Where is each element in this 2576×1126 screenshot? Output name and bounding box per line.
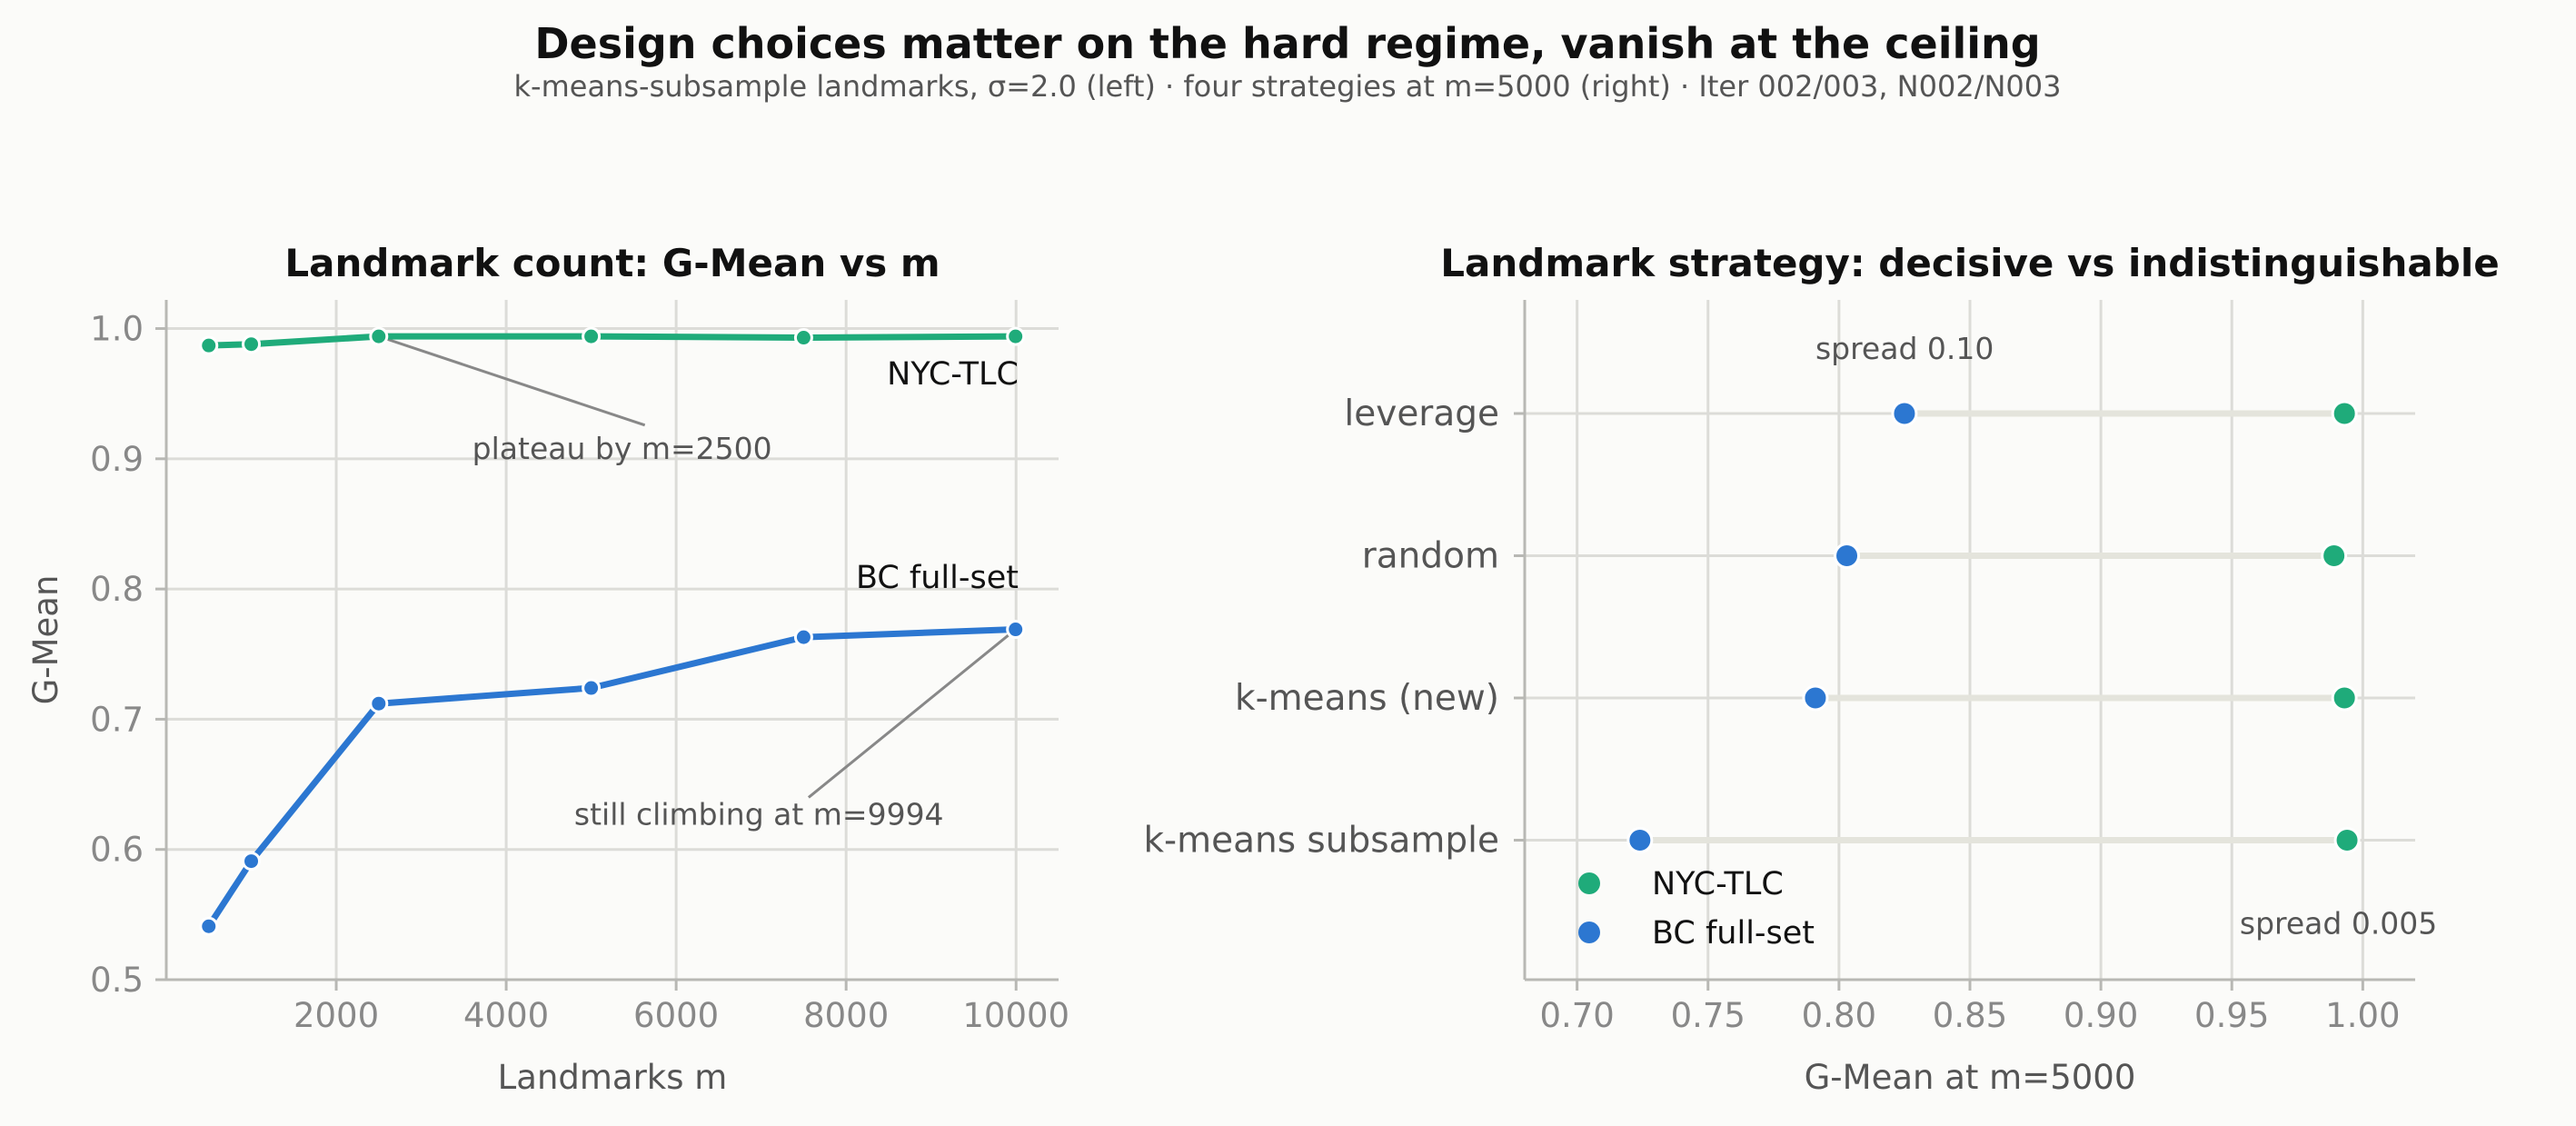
- x-tick-label: 4000: [463, 996, 549, 1035]
- x-tick-label: 0.90: [2064, 996, 2138, 1035]
- x-tick-label: 2000: [293, 996, 379, 1035]
- data-point: [199, 335, 219, 355]
- annotation-text: still climbing at m=9994: [574, 796, 944, 832]
- data-point: [582, 326, 602, 346]
- legend-label: BC full-set: [1652, 915, 1815, 952]
- legend-marker: [1578, 872, 1600, 894]
- y-tick-label: 1.0: [90, 310, 144, 349]
- y-tick-label: 0.7: [90, 700, 144, 739]
- x-tick-label: 0.70: [1539, 996, 1614, 1035]
- annotation-text: spread 0.005: [2240, 905, 2437, 941]
- data-point: [2331, 684, 2358, 712]
- data-point: [793, 328, 813, 348]
- data-point: [793, 627, 813, 647]
- data-point: [1891, 400, 1918, 427]
- x-tick-label: 0.95: [2194, 996, 2269, 1035]
- x-tick-label: 6000: [633, 996, 719, 1035]
- y-axis-label: G-Mean: [26, 575, 65, 705]
- landmark-count-chart: 2000 4000 6000 8000 10000 0.5 0.6 0.7 0.8 0.9 1.0 L…: [26, 241, 1069, 1097]
- data-point: [2321, 543, 2348, 569]
- annotation-leader-line: [807, 628, 1017, 799]
- data-point: [1006, 326, 1026, 346]
- data-point: [1834, 543, 1861, 569]
- annotation-leader-line: [378, 334, 646, 427]
- data-point: [582, 678, 602, 698]
- data-point: [242, 334, 262, 354]
- category-label: random: [1362, 536, 1499, 577]
- series-label-nyc: NYC-TLC: [887, 356, 1019, 393]
- data-point: [2333, 827, 2361, 853]
- data-point: [242, 852, 262, 872]
- y-tick-label: 0.8: [90, 570, 144, 609]
- x-tick-label: 1.00: [2325, 996, 2400, 1035]
- x-tick-label: 8000: [803, 996, 889, 1035]
- x-tick-label: 0.75: [1671, 996, 1746, 1035]
- data-point: [369, 326, 389, 346]
- x-axis-label: Landmarks m: [498, 1058, 728, 1097]
- x-axis-label: G-Mean at m=5000: [1805, 1058, 2136, 1097]
- series-line: [205, 333, 1019, 349]
- x-tick-label: 10000: [962, 996, 1069, 1035]
- right-panel-title: Landmark strategy: decisive vs indisting…: [1440, 241, 2499, 285]
- category-label: leverage: [1344, 394, 1499, 434]
- legend-label: NYC-TLC: [1652, 866, 1784, 902]
- figure-subtitle: k-means-subsample landmarks, σ=2.0 (left…: [514, 69, 2062, 104]
- legend-marker: [1578, 922, 1600, 943]
- series-label-bc: BC full-set: [856, 560, 1019, 596]
- data-point: [1802, 684, 1829, 712]
- category-label: k-means subsample: [1143, 821, 1499, 862]
- annotation-text: plateau by m=2500: [472, 431, 772, 466]
- y-tick-label: 0.9: [90, 440, 144, 479]
- data-point: [369, 693, 389, 713]
- figure-title: Design choices matter on the hard regime…: [534, 19, 2040, 68]
- x-tick-label: 0.85: [1933, 996, 2007, 1035]
- y-tick-label: 0.6: [90, 831, 144, 870]
- data-point: [2331, 400, 2358, 427]
- y-tick-label: 0.5: [90, 961, 144, 1000]
- landmark-strategy-chart: 0.70 0.75 0.80 0.85 0.90 0.95 1.00 leverage rand…: [1143, 241, 2499, 1097]
- annotation-text: spread 0.10: [1815, 331, 1994, 366]
- data-point: [1006, 620, 1026, 640]
- x-tick-label: 0.80: [1802, 996, 1876, 1035]
- data-point: [1626, 827, 1654, 853]
- category-label: k-means (new): [1235, 678, 1499, 719]
- data-point: [199, 916, 219, 936]
- left-panel-title: Landmark count: G-Mean vs m: [284, 241, 940, 285]
- series-line: [205, 626, 1019, 930]
